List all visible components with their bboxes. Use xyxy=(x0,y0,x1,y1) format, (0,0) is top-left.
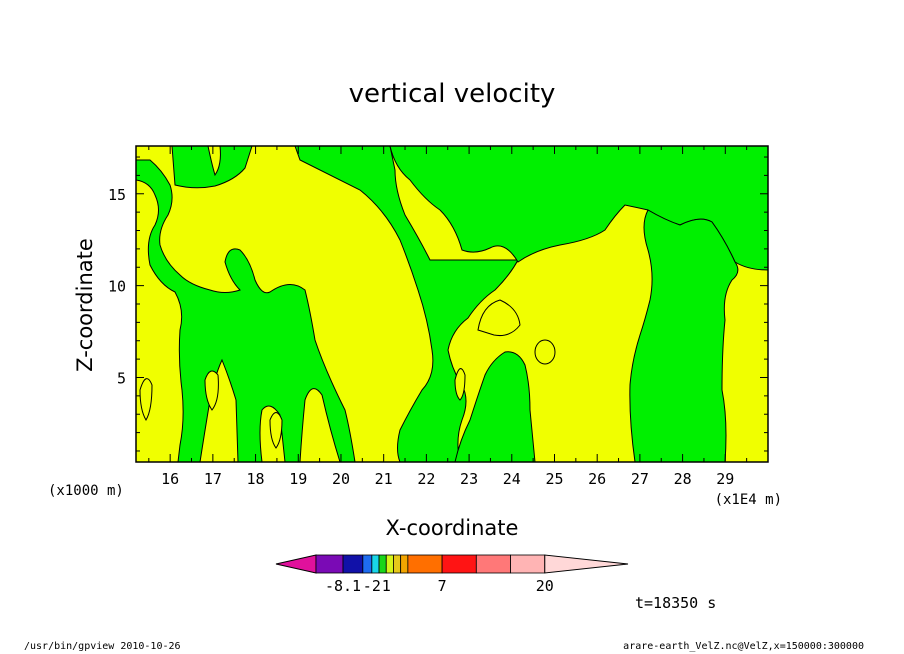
x-tick-label-25: 25 xyxy=(545,470,563,488)
time-label: t=18350 s xyxy=(635,594,717,612)
x-tick-label-24: 24 xyxy=(503,470,521,488)
x-tick-label-18: 18 xyxy=(247,470,265,488)
positive-hole-4 xyxy=(139,378,153,421)
x-tick-label-19: 19 xyxy=(289,470,307,488)
negative-velocity-regions xyxy=(135,145,769,463)
y-tick-label-10: 10 xyxy=(108,278,126,296)
x-tick-label-17: 17 xyxy=(204,470,222,488)
colorbar-label-1: -2 xyxy=(363,577,381,595)
negative-region-right xyxy=(629,209,739,463)
positive-hole-2 xyxy=(534,339,556,365)
x-unit-left: (x1000 m) xyxy=(48,483,124,499)
colorbar-label-4: 20 xyxy=(536,577,554,595)
x-axis-title: X-coordinate xyxy=(386,516,519,540)
x-tick-label-22: 22 xyxy=(417,470,435,488)
colorbar-label-2: 1 xyxy=(382,577,391,595)
x-tick-label-26: 26 xyxy=(588,470,606,488)
y-tick-label-15: 15 xyxy=(108,186,126,204)
colorbar-arrow-low xyxy=(275,554,317,574)
positive-hole-6 xyxy=(207,145,221,177)
colorbar-level-5 xyxy=(378,554,387,574)
colorbar-level-4 xyxy=(371,554,380,574)
x-tick-label-28: 28 xyxy=(674,470,692,488)
colorbar: -8.1 -2 1 7 20 xyxy=(275,554,629,595)
colorbar-level-3 xyxy=(362,554,373,574)
x-tick-label-21: 21 xyxy=(375,470,393,488)
x-tick-label-27: 27 xyxy=(631,470,649,488)
positive-hole-1 xyxy=(477,299,521,336)
chart-title: vertical velocity xyxy=(349,79,556,109)
colorbar-arrow-high xyxy=(544,554,629,574)
colorbar-level-10 xyxy=(441,554,477,574)
colorbar-level-2 xyxy=(342,554,364,574)
positive-hole-3 xyxy=(204,370,219,411)
colorbar-level-8 xyxy=(400,554,409,574)
colorbar-level-6 xyxy=(385,554,394,574)
footer-command: /usr/bin/gpview 2010-10-26 xyxy=(24,641,181,652)
x-tick-label-20: 20 xyxy=(332,470,350,488)
x-tick-label-16: 16 xyxy=(161,470,179,488)
colorbar-label-3: 7 xyxy=(438,577,447,595)
negative-region-center xyxy=(294,145,519,463)
colorbar-label-0: -8.1 xyxy=(325,577,361,595)
positive-hole-5 xyxy=(269,412,283,449)
x-axis: 16 17 18 19 20 21 22 23 24 25 26 27 28 29 xyxy=(148,146,748,488)
x-tick-label-23: 23 xyxy=(460,470,478,488)
y-axis: 5 10 15 xyxy=(108,156,768,452)
colorbar-level-11 xyxy=(475,554,511,574)
positive-velocity-holes xyxy=(139,145,556,449)
x-tick-label-29: 29 xyxy=(716,470,734,488)
positive-hole-7 xyxy=(454,368,466,401)
colorbar-level-1 xyxy=(315,554,344,574)
colorbar-level-12 xyxy=(510,554,546,574)
x-unit-right: (x1E4 m) xyxy=(715,492,782,508)
y-axis-title: Z-coordinate xyxy=(73,238,97,372)
y-tick-label-5: 5 xyxy=(117,369,126,387)
negative-region-left xyxy=(135,146,356,463)
colorbar-level-7 xyxy=(393,554,402,574)
negative-region-top-left xyxy=(171,145,253,189)
negative-region-mid xyxy=(454,351,536,463)
footer-source: arare-earth_VelZ.nc@VelZ,x=150000:300000 xyxy=(623,641,864,652)
colorbar-level-9 xyxy=(407,554,443,574)
plot-area xyxy=(135,145,769,463)
